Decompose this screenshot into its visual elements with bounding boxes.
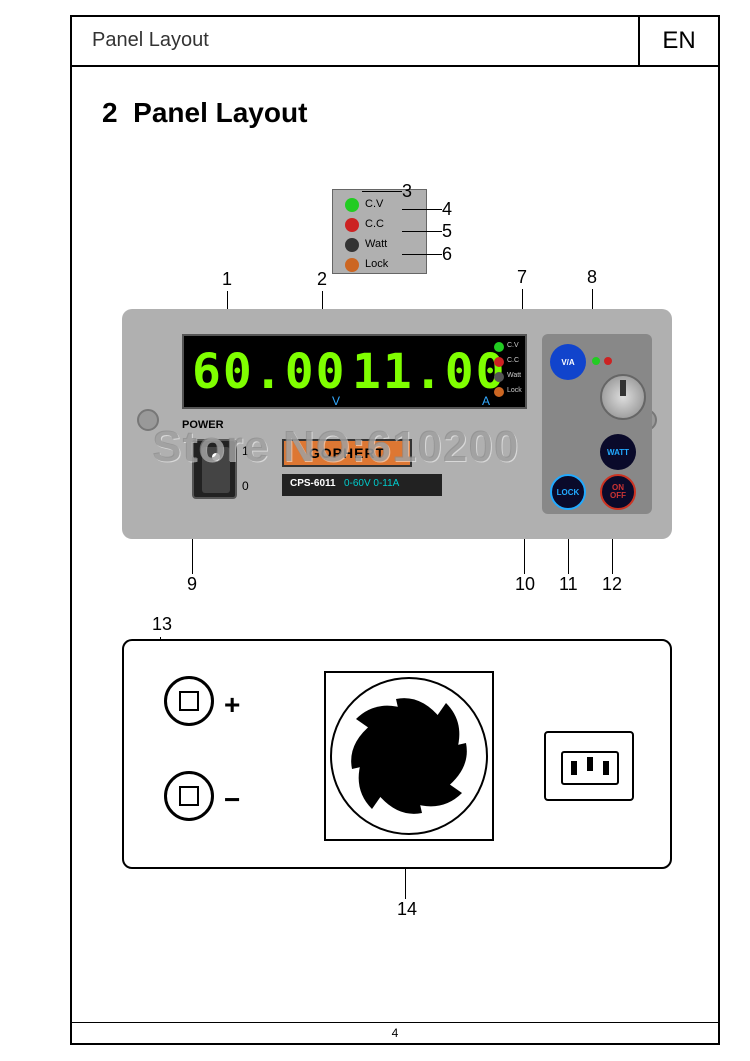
cv-label: C.V [365,198,383,210]
callout-6-line [402,254,442,255]
lock-label: Lock [365,258,388,270]
lock-button[interactable]: LOCK [550,474,586,510]
volt-unit: V [332,394,340,408]
knob-pointer-icon [620,380,626,396]
callout-4: 4 [442,199,452,220]
callout-12: 12 [602,574,622,595]
indicator-leds [592,352,612,370]
manual-page: Panel Layout EN 2 Panel Layout C.V C.C W… [70,15,720,1045]
cv-led-icon [345,198,359,212]
callout-9: 9 [187,574,197,595]
control-panel: V/A WATT LOCK ON OFF [542,334,652,514]
terminal-hole-icon [179,691,199,711]
callout-10: 10 [515,574,535,595]
callout-7: 7 [517,267,527,288]
lcd-display: 60.00 11.00 V A C.V C.C Watt Lock [182,334,527,409]
page-header: Panel Layout EN [72,17,718,67]
fan-icon [326,673,492,839]
callout-3: 3 [402,181,412,202]
watt-label: Watt [365,238,387,250]
watt-led-icon [345,238,359,252]
lock-led-icon [494,387,504,397]
lock-led-icon [345,258,359,272]
callout-8: 8 [587,267,597,288]
callout-14-line [405,869,406,899]
va-button[interactable]: V/A [550,344,586,380]
callout-11-line [568,539,569,574]
rear-panel: + − [122,639,672,869]
iec-socket-icon [561,751,619,785]
header-language: EN [638,17,718,65]
cc-label: C.C [365,218,384,230]
callout-14: 14 [397,899,417,920]
header-title: Panel Layout [72,17,638,65]
cooling-fan [324,671,494,841]
cc-led-icon [494,357,504,367]
section-number: 2 [102,97,118,128]
callout-1: 1 [222,269,232,290]
model-badge: CPS-6011 0-60V 0-11A [282,474,442,496]
callout-10-line [524,539,525,574]
watermark-text: Store NO:610200 [152,422,519,472]
power-0-label: 0 [242,479,249,493]
model-spec: 0-60V 0-11A [344,478,399,489]
watt-led-icon [494,372,504,382]
section-heading: 2 Panel Layout [72,67,718,139]
model-number: CPS-6011 [290,478,336,489]
callout-12-line [612,539,613,574]
callout-5-line [402,231,442,232]
callout-5: 5 [442,221,452,242]
positive-label: + [224,689,240,721]
callout-6: 6 [442,244,452,265]
watt-button[interactable]: WATT [600,434,636,470]
amp-unit: A [482,394,490,408]
diagram-area: C.V C.C Watt Lock 1 2 3 4 5 6 7 8 9 10 1… [72,139,718,1009]
section-title-text: Panel Layout [133,97,307,128]
red-led-icon [604,357,612,365]
callout-13: 13 [152,614,172,635]
adjustment-knob[interactable] [600,374,646,420]
current-readout: 11.00 [352,344,507,400]
page-number: 4 [72,1022,718,1040]
callout-11: 11 [559,574,578,595]
negative-label: − [224,784,240,816]
onoff-button[interactable]: ON OFF [600,474,636,510]
negative-terminal[interactable] [164,771,214,821]
cv-led-icon [494,342,504,352]
terminal-hole-icon [179,786,199,806]
ac-inlet[interactable] [544,731,634,801]
callout-3-line [362,191,402,192]
status-led-column [494,342,504,402]
positive-terminal[interactable] [164,676,214,726]
callout-2: 2 [317,269,327,290]
green-led-icon [592,357,600,365]
cc-led-icon [345,218,359,232]
led-labels: C.V C.C Watt Lock [507,338,522,398]
voltage-readout: 60.00 [192,344,347,400]
callout-4-line [402,209,442,210]
callout-9-line [192,539,193,574]
